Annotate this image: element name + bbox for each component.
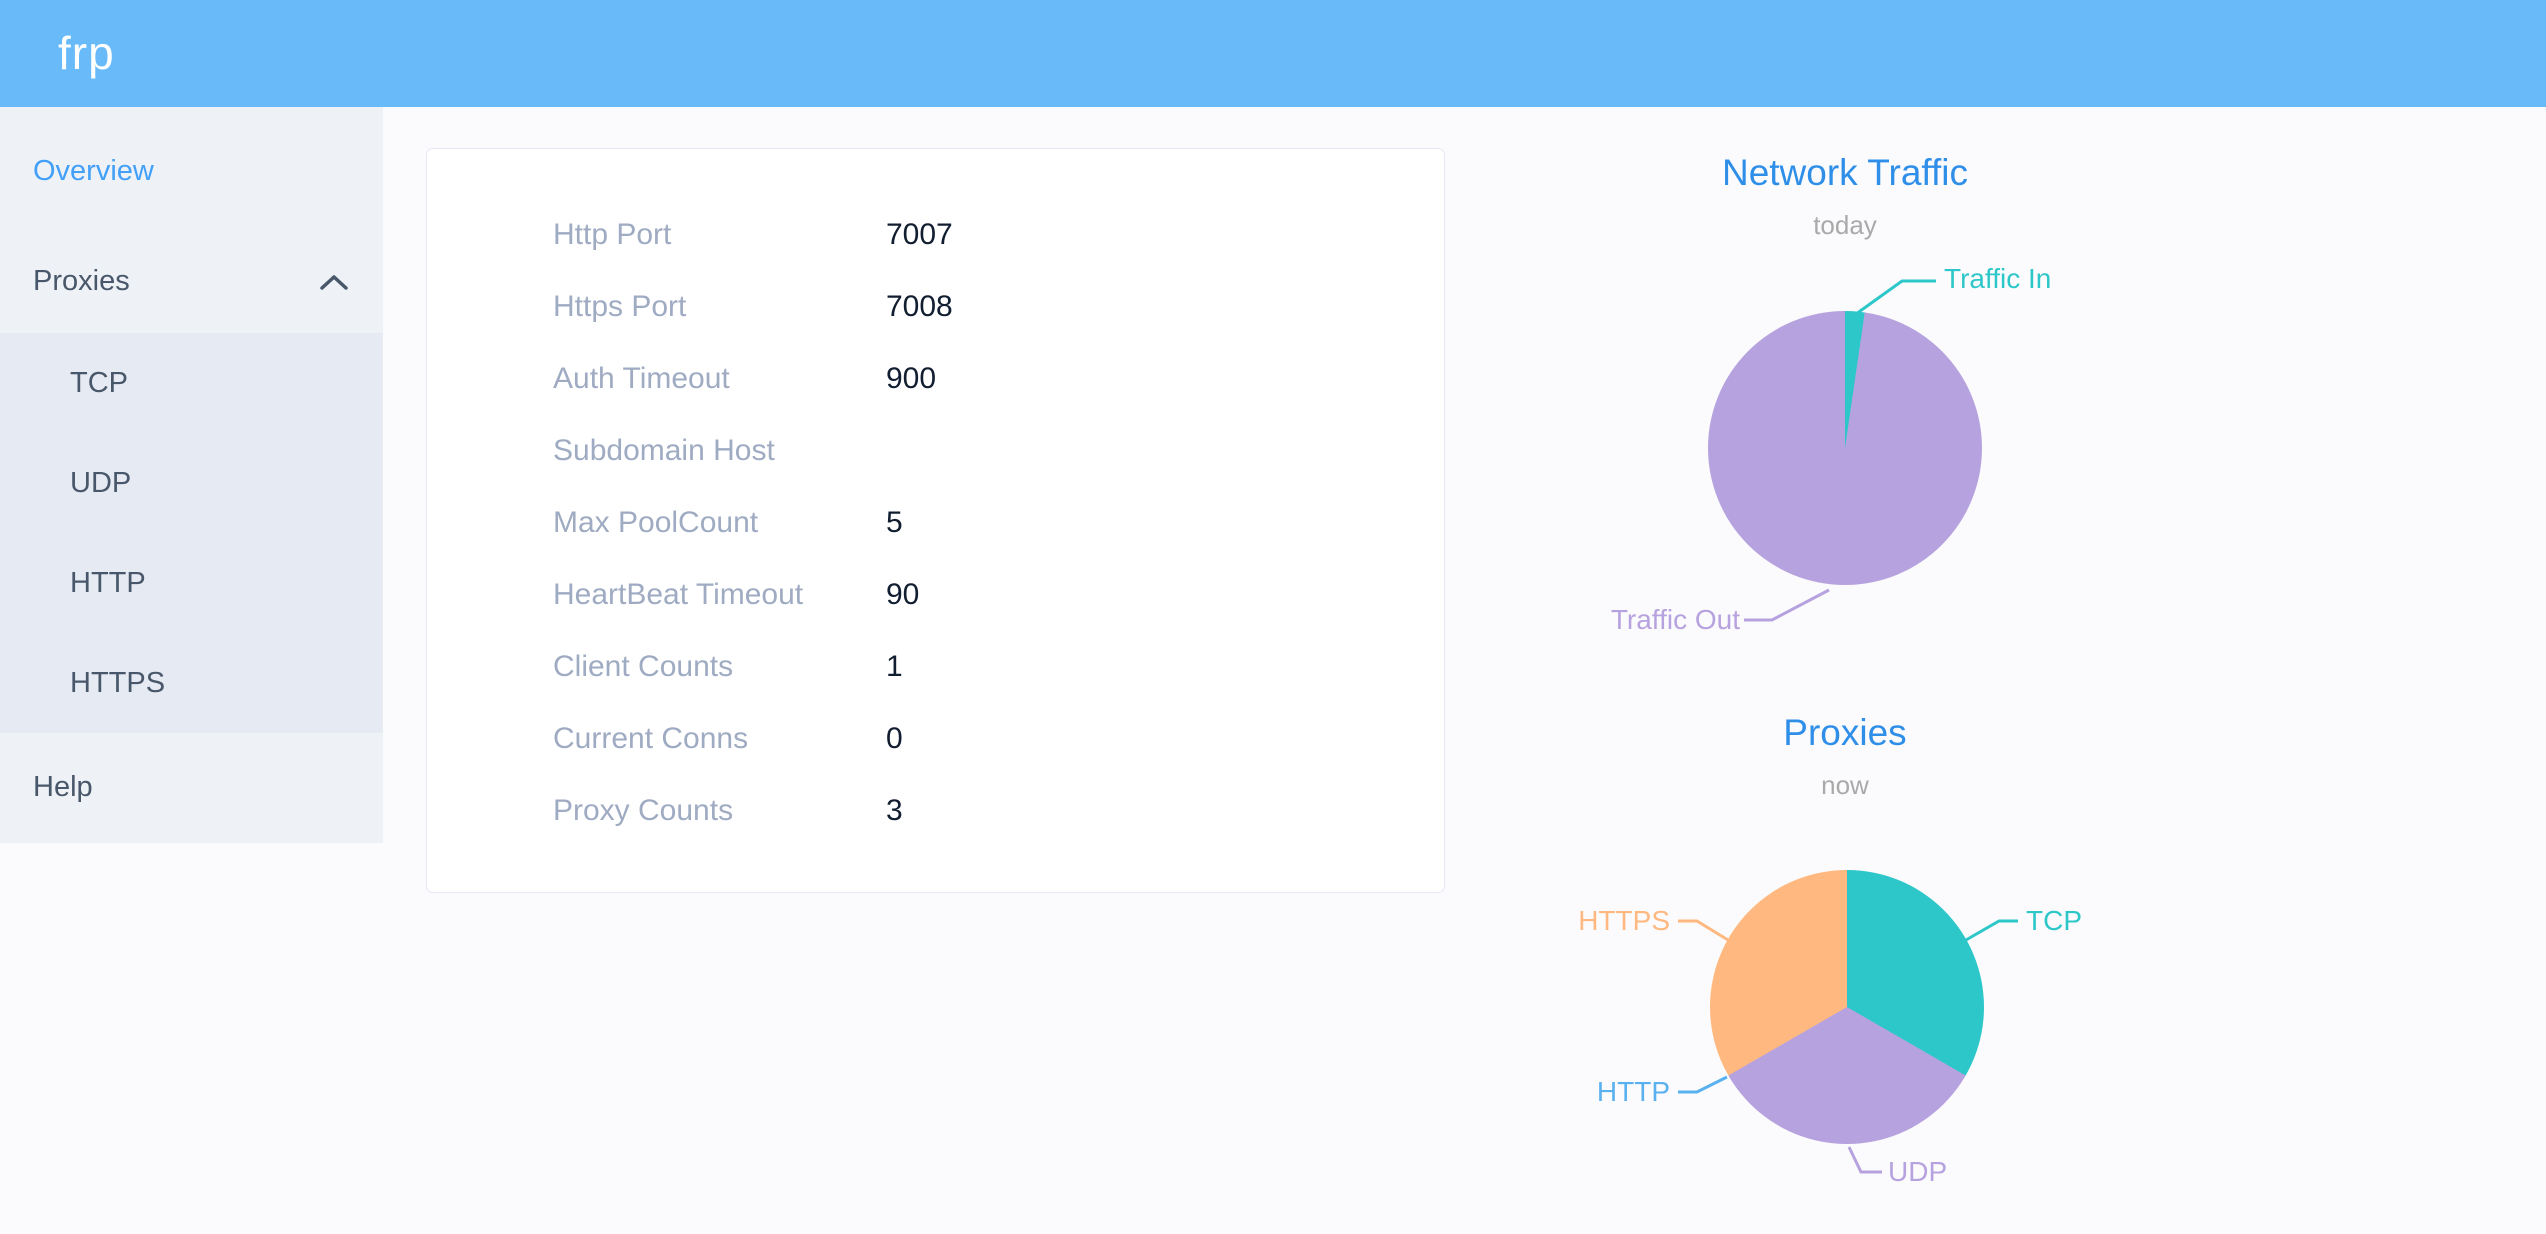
network-traffic-pie-chart[interactable]	[1708, 311, 1982, 585]
config-value: 0	[886, 722, 903, 755]
sidebar-item-label: HTTP	[70, 566, 146, 599]
sidebar-item-label: TCP	[70, 366, 128, 399]
config-value: 90	[886, 578, 920, 611]
proxies-pie-chart[interactable]	[1710, 870, 1984, 1144]
proxies-chart-subtitle: now	[1821, 770, 1869, 800]
pie-label-tcp: TCP	[2026, 905, 2082, 936]
config-label: Current Conns	[553, 722, 749, 755]
sidebar-item-https[interactable]: HTTPS	[0, 633, 383, 733]
chevron-up-icon	[320, 275, 348, 290]
app-header: frp	[0, 0, 2546, 107]
pie-label-https: HTTPS	[1578, 905, 1670, 936]
pie-label-http: HTTP	[1596, 1076, 1670, 1107]
sidebar-item-label: Overview	[33, 154, 154, 187]
config-row: Http Port 7007	[427, 199, 1444, 271]
config-label: Http Port	[553, 218, 672, 251]
config-row: Client Counts 1	[427, 631, 1444, 703]
sidebar-item-label: HTTPS	[70, 666, 166, 699]
sidebar-item-udp[interactable]: UDP	[0, 433, 383, 533]
sidebar-item-proxies[interactable]: Proxies	[0, 231, 383, 331]
config-row: HeartBeat Timeout 90	[427, 559, 1444, 631]
config-row: Https Port 7008	[427, 271, 1444, 343]
config-label: Max PoolCount	[553, 506, 759, 539]
pie-label-traffic-out: Traffic Out	[1610, 604, 1740, 635]
config-label: Subdomain Host	[553, 434, 775, 467]
config-row: Proxy Counts 3	[427, 775, 1444, 847]
sidebar-item-tcp[interactable]: TCP	[0, 333, 383, 433]
config-row: Current Conns 0	[427, 703, 1444, 775]
proxies-chart-title: Proxies	[1783, 712, 1907, 753]
config-label: Auth Timeout	[553, 362, 730, 395]
config-value: 3	[886, 794, 903, 827]
sidebar-item-http[interactable]: HTTP	[0, 533, 383, 633]
server-config-card: Http Port 7007 Https Port 7008 Auth Time…	[426, 148, 1445, 893]
network-traffic-chart-subtitle: today	[1813, 210, 1877, 240]
config-row: Subdomain Host	[427, 415, 1444, 487]
config-value: 5	[886, 506, 903, 539]
app-logo: frp	[58, 27, 115, 79]
config-value: 1	[886, 650, 903, 683]
sidebar-item-overview[interactable]: Overview	[0, 121, 383, 221]
config-value: 900	[886, 362, 937, 395]
config-row: Auth Timeout 900	[427, 343, 1444, 415]
sidebar-item-help[interactable]: Help	[0, 737, 383, 837]
config-label: Client Counts	[553, 650, 734, 683]
sidebar-submenu-proxies: TCP UDP HTTP HTTPS	[0, 333, 383, 733]
config-label: Https Port	[553, 290, 687, 323]
pie-label-traffic-in: Traffic In	[1944, 263, 2052, 294]
config-row: Max PoolCount 5	[427, 487, 1444, 559]
pie-label-udp: UDP	[1888, 1156, 1948, 1187]
config-label: Proxy Counts	[553, 794, 734, 827]
config-value: 7008	[886, 290, 953, 323]
sidebar-item-label: UDP	[70, 466, 132, 499]
config-label: HeartBeat Timeout	[553, 578, 804, 611]
config-value: 7007	[886, 218, 953, 251]
sidebar-nav: Overview Proxies TCP UDP HTTP HTTPS Help	[0, 107, 383, 843]
sidebar-item-label: Help	[33, 770, 93, 803]
network-traffic-chart-title: Network Traffic	[1721, 152, 1969, 193]
sidebar-item-label: Proxies	[33, 264, 130, 297]
